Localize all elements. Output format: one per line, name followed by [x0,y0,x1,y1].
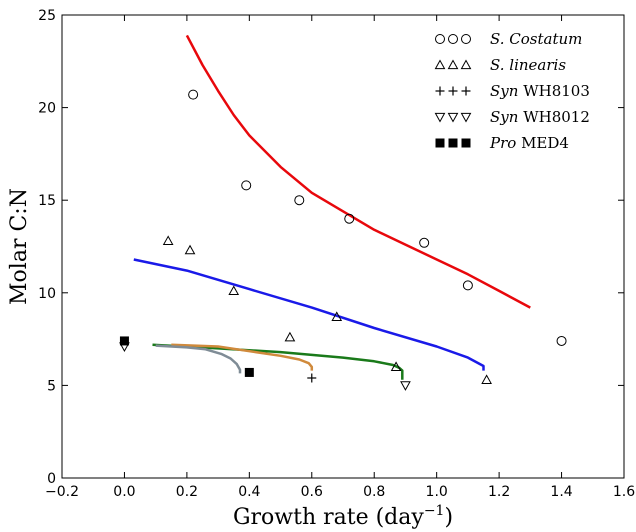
point-triangle-up-6 [390,361,402,371]
y-tick-label: 5 [47,378,56,394]
point-circle-6 [462,280,473,291]
legend-marker-square [461,138,471,148]
y-tick-label: 25 [38,8,56,24]
y-tick-label: 15 [38,193,56,209]
point-triangle-up-4 [284,331,296,342]
point-circle-2 [241,180,252,191]
model-curve-2 [133,258,485,371]
point-triangle-down-2 [400,381,411,391]
x-tick-label: 1.6 [613,484,635,500]
model-curve-3 [152,343,404,380]
point-triangle-up-7 [481,374,492,384]
x-tick-label: 1.0 [426,484,448,500]
point-triangle-up-2 [184,244,196,255]
y-tick-label: 20 [38,101,56,117]
x-tick-label: 0.6 [301,484,323,500]
legend-marker-circle [448,34,458,44]
legend-marker-circle [435,34,445,44]
point-plus-1 [307,373,317,383]
y-axis-label: Molar C:N [7,188,32,305]
legend-marker-plus [448,86,458,96]
y-tick-label: 0 [47,471,56,487]
data-markers [119,89,567,391]
legend-marker-triangle-down [460,112,472,123]
point-triangle-up-3 [228,285,240,296]
point-circle-1 [188,89,199,100]
legend-marker-triangle-down [447,112,459,123]
legend-label: Syn WH8103 [490,82,590,100]
x-tick-label: 1.4 [550,484,572,500]
legend-marker-triangle-up [434,59,446,70]
model-curve-5 [155,344,242,374]
x-tick-label: 0.4 [238,484,260,500]
legend-marker-triangle-up [460,59,472,70]
x-tick-label: 0.0 [113,484,135,500]
y-tick-label: 10 [38,286,56,302]
legend-marker-square [435,138,445,148]
legend: S. Costatum S. linearis Syn WH8103 Syn WH80… [434,30,590,152]
point-circle-4 [344,213,355,224]
legend-marker-square [448,138,458,148]
x-tick-label: 1.2 [488,484,510,500]
x-tick-label: 0.2 [176,484,198,500]
model-curve-1 [185,34,531,309]
model-curves [133,34,531,380]
legend-marker-triangle-up [447,59,459,70]
point-square-2 [244,367,254,377]
model-curve-4 [171,343,314,371]
legend-label: Pro MED4 [489,134,569,152]
point-circle-5 [419,237,430,248]
point-circle-7 [556,335,567,346]
axis-ticks: −0.2 0.0 0.2 0.4 0.6 0.8 1.0 1.2 1.4 1.6 0 5 10 15 20 2… [38,8,635,500]
plot-frame [61,14,625,479]
legend-marker-plus [461,86,471,96]
legend-label: S. linearis [490,56,566,74]
legend-marker-circle [461,34,471,44]
x-tick-label: 0.8 [363,484,385,500]
x-axis-label: Growth rate (day−1) [233,503,453,530]
point-triangle-up-1 [162,235,174,246]
point-square-1 [119,336,129,346]
x-tick-label: −0.2 [45,484,79,500]
legend-label: Syn WH8012 [490,108,590,126]
point-triangle-up-5 [331,311,343,321]
point-circle-3 [294,195,305,206]
legend-marker-triangle-down [434,112,446,123]
legend-marker-plus [435,86,445,96]
legend-label: S. Costatum [490,30,582,48]
